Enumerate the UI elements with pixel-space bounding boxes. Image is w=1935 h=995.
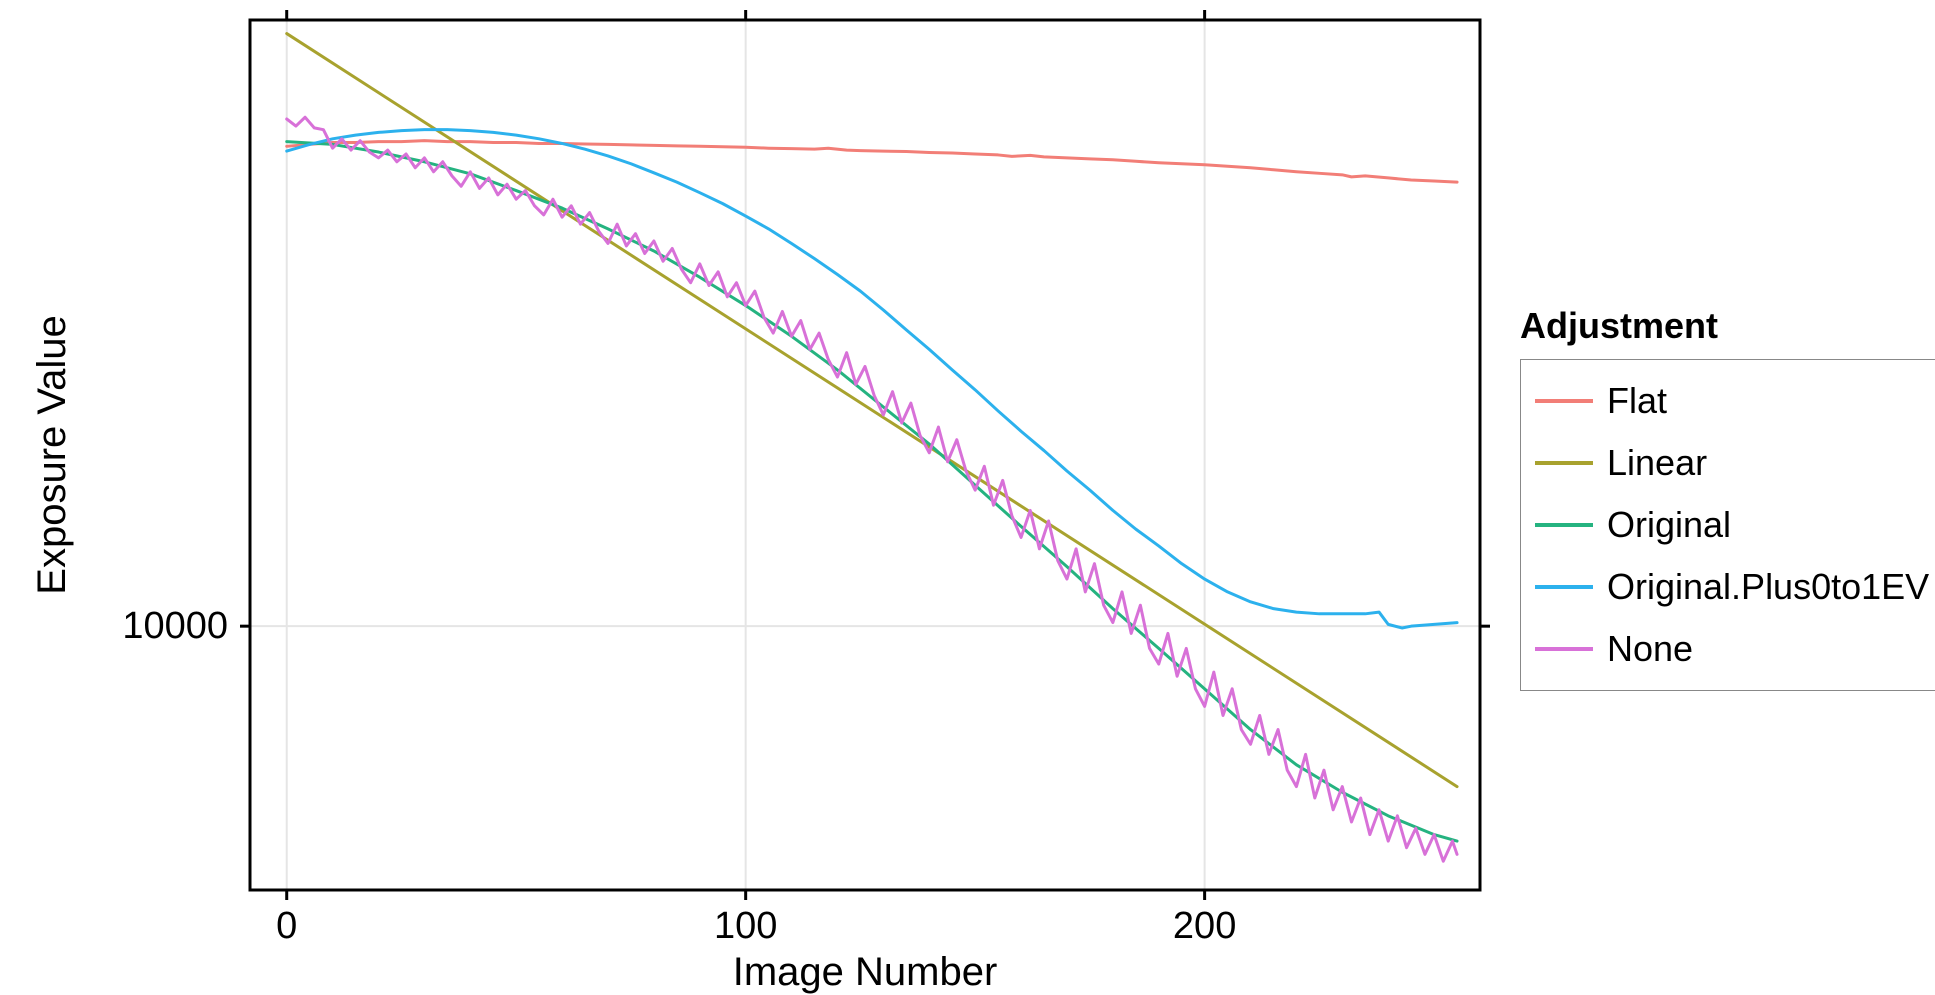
legend-label: Original — [1607, 504, 1731, 546]
legend-panel: Adjustment Flat Linear Original Original.Pl… — [1500, 305, 1935, 691]
chart-panel: 0 100 200 10000 Image Number Exposure Value — [0, 0, 1500, 995]
legend-item-none: None — [1535, 618, 1929, 680]
legend-item-flat: Flat — [1535, 370, 1929, 432]
legend-label: Flat — [1607, 380, 1667, 422]
legend-swatch — [1535, 585, 1593, 589]
x-axis-label: Image Number — [733, 950, 998, 994]
x-tick-label: 0 — [276, 905, 297, 947]
legend-box: Flat Linear Original Original.Plus0to1EV Non… — [1520, 359, 1935, 691]
y-tick-label: 10000 — [122, 605, 228, 647]
legend-swatch — [1535, 523, 1593, 527]
legend-label: Original.Plus0to1EV — [1607, 566, 1929, 608]
legend-swatch — [1535, 399, 1593, 403]
legend-swatch — [1535, 647, 1593, 651]
x-tick-label: 100 — [714, 905, 777, 947]
legend-item-original-plus0to1ev: Original.Plus0to1EV — [1535, 556, 1929, 618]
y-axis-label: Exposure Value — [30, 315, 74, 594]
legend-item-linear: Linear — [1535, 432, 1929, 494]
legend-label: None — [1607, 628, 1693, 670]
legend-label: Linear — [1607, 442, 1707, 484]
legend-title: Adjustment — [1520, 305, 1935, 347]
legend-swatch — [1535, 461, 1593, 465]
legend-item-original: Original — [1535, 494, 1929, 556]
x-tick-label: 200 — [1173, 905, 1236, 947]
